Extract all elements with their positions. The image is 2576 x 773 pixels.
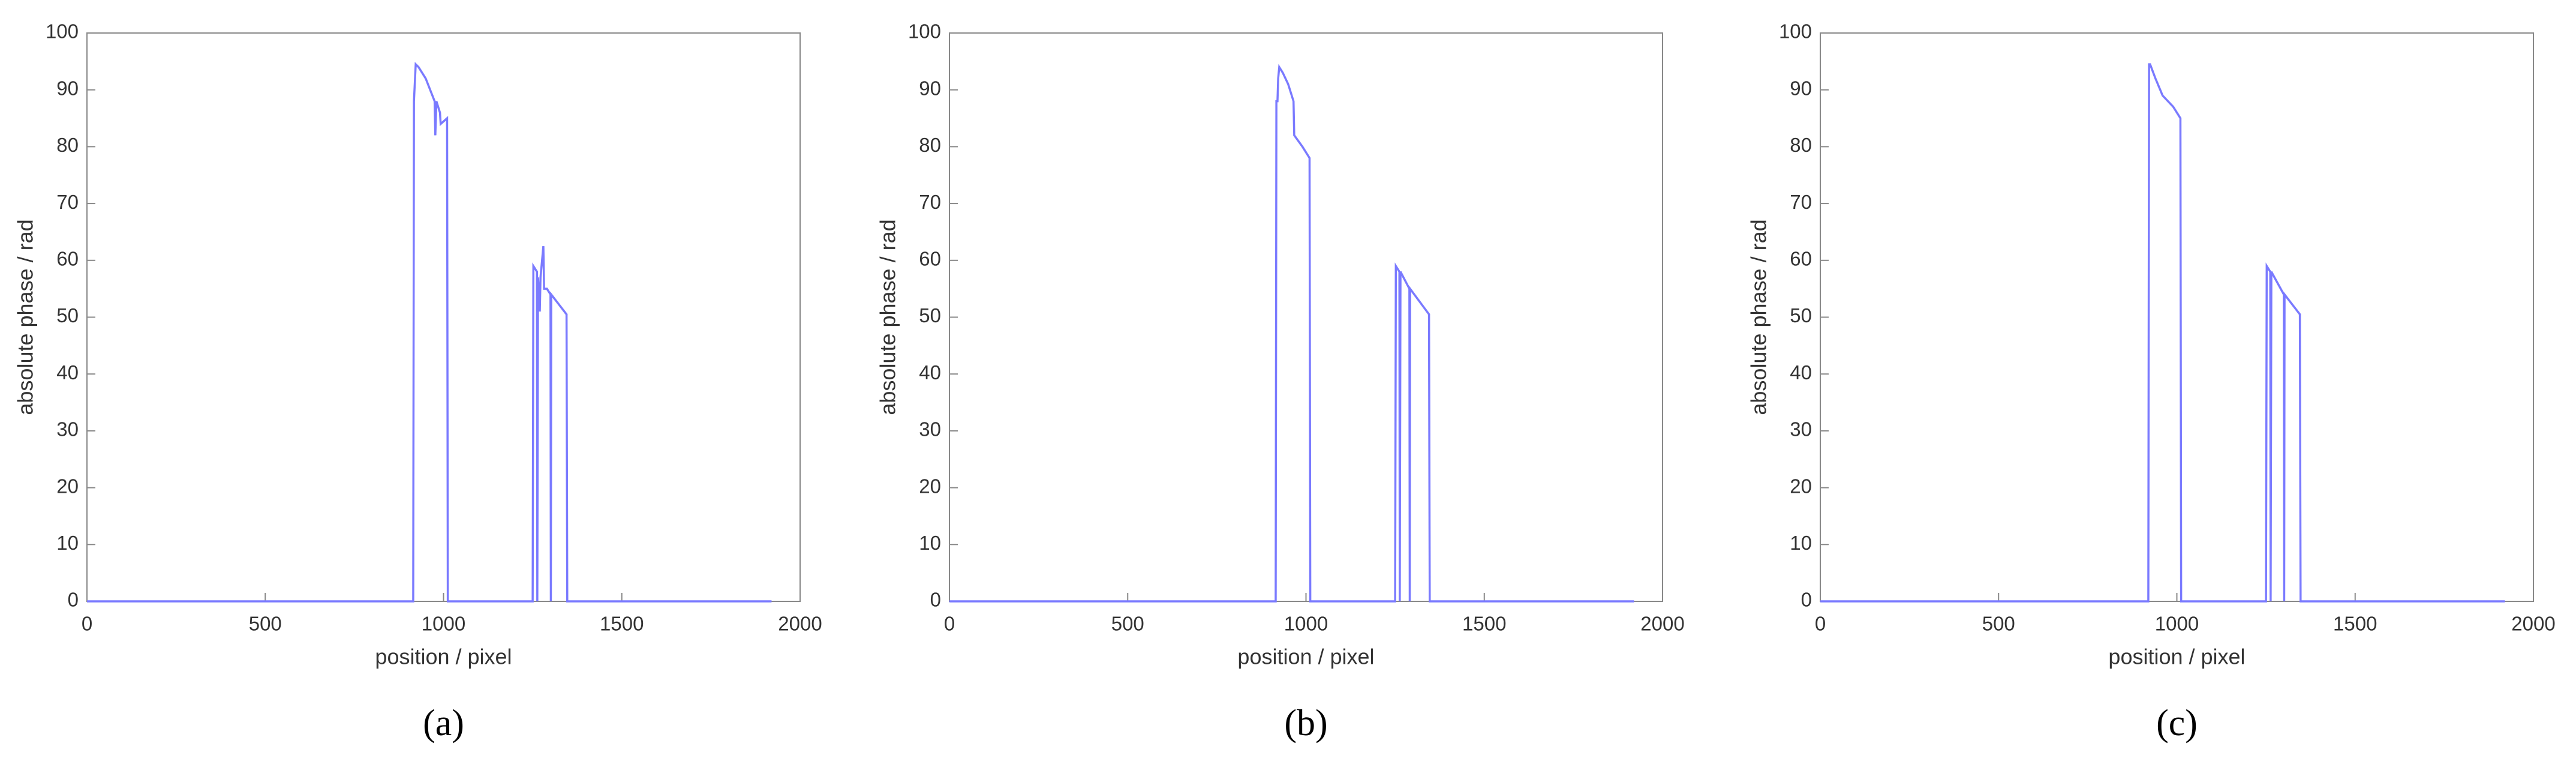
y-tick-label: 90: [56, 77, 79, 99]
x-tick-label: 1500: [600, 613, 644, 635]
y-tick-label: 100: [1779, 20, 1812, 43]
y-tick-label: 50: [1790, 304, 1812, 326]
y-tick-label: 0: [930, 589, 941, 611]
y-tick-label: 60: [1790, 248, 1812, 270]
plot-frame: [1820, 32, 2534, 602]
data-line: [87, 62, 772, 603]
y-tick-label: 90: [919, 77, 941, 99]
y-tick-label: 10: [919, 532, 941, 554]
y-tick-label: 30: [1790, 418, 1812, 441]
y-tick-label: 80: [1790, 134, 1812, 156]
x-tick-label: 1500: [2333, 613, 2377, 635]
y-tick-label: 40: [1790, 361, 1812, 383]
x-tick-label: 0: [82, 613, 92, 635]
x-tick-label: 500: [1982, 613, 2015, 635]
y-tick-label: 10: [56, 532, 79, 554]
y-tick-label: 60: [919, 248, 941, 270]
y-tick-label: 70: [919, 191, 941, 213]
y-tick-label: 100: [46, 20, 79, 43]
data-line: [949, 64, 1634, 603]
y-axis-label: absolute phase / rad: [876, 219, 900, 415]
x-tick-label: 0: [1815, 613, 1826, 635]
y-tick-label: 90: [1790, 77, 1812, 99]
x-tick-label: 1000: [1284, 613, 1328, 635]
x-tick-label: 2000: [1640, 613, 1684, 635]
x-axis-label: position / pixel: [1237, 645, 1374, 669]
y-tick-label: 100: [908, 20, 941, 43]
plot-frame: [949, 32, 1663, 602]
y-tick-label: 0: [1801, 589, 1812, 611]
x-tick-label: 0: [944, 613, 955, 635]
y-tick-label: 70: [56, 191, 79, 213]
x-tick-label: 1500: [1462, 613, 1506, 635]
y-tick-label: 20: [56, 475, 79, 497]
y-tick-label: 10: [1790, 532, 1812, 554]
y-tick-label: 80: [919, 134, 941, 156]
x-axis-label: position / pixel: [375, 645, 512, 669]
y-tick-label: 30: [56, 418, 79, 441]
x-tick-label: 2000: [778, 613, 822, 635]
y-tick-label: 30: [919, 418, 941, 441]
caption: (b): [1284, 703, 1327, 744]
x-tick-label: 500: [249, 613, 282, 635]
y-tick-label: 50: [56, 304, 79, 326]
y-tick-label: 40: [919, 361, 941, 383]
y-axis-label: absolute phase / rad: [13, 219, 38, 415]
caption: (c): [2156, 703, 2198, 744]
x-tick-label: 1000: [2155, 613, 2199, 635]
y-tick-label: 20: [919, 475, 941, 497]
y-tick-label: 50: [919, 304, 941, 326]
y-tick-label: 40: [56, 361, 79, 383]
data-line: [1820, 63, 2505, 603]
y-tick-label: 0: [68, 589, 79, 611]
y-tick-label: 60: [56, 248, 79, 270]
y-tick-label: 70: [1790, 191, 1812, 213]
y-tick-label: 80: [56, 134, 79, 156]
y-axis-label: absolute phase / rad: [1747, 219, 1771, 415]
x-axis-label: position / pixel: [2108, 645, 2245, 669]
y-tick-label: 20: [1790, 475, 1812, 497]
plot-frame: [86, 32, 801, 602]
x-tick-label: 2000: [2511, 613, 2555, 635]
x-tick-label: 500: [1111, 613, 1144, 635]
caption: (a): [423, 703, 464, 744]
x-tick-label: 1000: [422, 613, 465, 635]
